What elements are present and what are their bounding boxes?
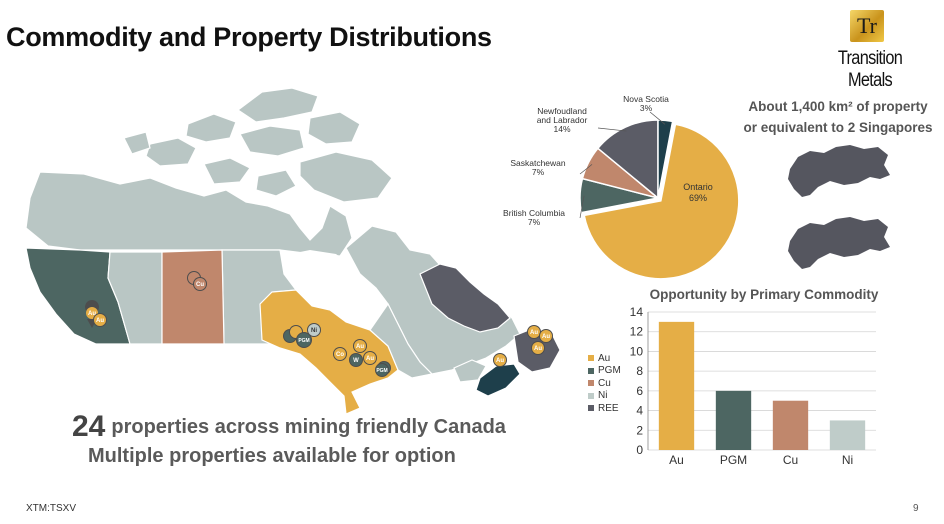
singapore-silhouette-icon bbox=[788, 217, 890, 269]
map-pin-icon[interactable]: Co bbox=[333, 347, 347, 361]
property-count: 24 bbox=[72, 410, 106, 443]
map-pin-icon[interactable]: Au bbox=[93, 313, 107, 327]
map-pin-icon[interactable]: Au bbox=[493, 353, 507, 367]
bar-ni bbox=[829, 420, 866, 450]
pie-label: Nova Scotia bbox=[623, 94, 669, 104]
pie-label-ontario: Ontario bbox=[683, 182, 713, 192]
pie-label: 7% bbox=[532, 167, 545, 177]
bar-cu bbox=[772, 400, 809, 450]
marker-label: Au bbox=[366, 356, 374, 362]
legend-item: PGM bbox=[588, 365, 621, 378]
pie-leader-line bbox=[597, 127, 627, 132]
bar-chart-legend: Au PGM Cu Ni REE bbox=[588, 352, 621, 415]
map-pin-icon[interactable]: Au bbox=[531, 341, 545, 355]
marker-label: PGM bbox=[298, 338, 309, 344]
pie-slice-ontario bbox=[583, 123, 740, 280]
pie-value-ontario: 69% bbox=[689, 193, 707, 203]
pie-label: British Columbia bbox=[503, 208, 565, 218]
property-markers: Au Au Cu PGM Ni Co bbox=[85, 271, 553, 377]
ontario-region bbox=[259, 289, 399, 415]
marker-label: Au bbox=[542, 334, 550, 340]
map-pin-icon[interactable]: Au bbox=[527, 325, 541, 339]
map-pin-icon[interactable]: Cu bbox=[193, 277, 207, 291]
pie-label: 14% bbox=[553, 124, 570, 134]
pie-slice-newfoudland-and-labrador bbox=[596, 119, 659, 200]
summary-headline-text: properties across mining friendly Canada bbox=[111, 416, 506, 438]
canada-map-graphic: Au Au Cu PGM Ni Co bbox=[25, 87, 561, 415]
y-tick-label: 0 bbox=[636, 443, 643, 457]
marker-label: Au bbox=[534, 346, 542, 352]
map-pin-icon[interactable]: Au bbox=[539, 329, 553, 343]
map-pin-icon[interactable]: Au bbox=[353, 339, 367, 353]
bar-pgm bbox=[715, 390, 752, 450]
marker-label: Au bbox=[88, 311, 96, 317]
province-pie-chart: Ontario 69% British Columbia 7% Saskatchewan… bbox=[490, 88, 750, 288]
logo-mark-icon: Tr bbox=[850, 10, 884, 42]
pie-leader-line bbox=[579, 164, 593, 175]
y-tick-label: 10 bbox=[630, 344, 644, 358]
y-tick-label: 2 bbox=[636, 423, 643, 437]
quebec-southern bbox=[369, 302, 434, 379]
marker-label: Au bbox=[496, 358, 504, 364]
maritimes-region bbox=[453, 359, 487, 383]
y-tick-label: 12 bbox=[630, 325, 644, 339]
bar-chart-title: Opportunity by Primary Commodity bbox=[649, 287, 879, 302]
y-tick-label: 6 bbox=[636, 384, 643, 398]
bar-chart-svg: 0 2 4 6 8 10 12 14 Au PGM Cu Ni bbox=[630, 305, 876, 467]
y-tick-label: 8 bbox=[636, 364, 643, 378]
legend-item: Cu bbox=[588, 377, 621, 390]
pie-leader-line bbox=[649, 111, 666, 125]
pie-label: Saskatchewan bbox=[510, 158, 566, 168]
singapore-silhouettes bbox=[784, 135, 896, 285]
marker-label: Au bbox=[530, 330, 538, 336]
legend-item: Au bbox=[588, 352, 621, 365]
x-tick-label: PGM bbox=[720, 453, 747, 467]
singapore-silhouette-icon bbox=[788, 145, 890, 197]
area-note-line1: About 1,400 km² of property bbox=[748, 99, 928, 114]
logo-wordmark: Transition Metals bbox=[837, 48, 903, 91]
summary-headline: 24 properties across mining friendly Cana… bbox=[72, 410, 506, 444]
map-pin-icon[interactable]: PGM bbox=[296, 332, 312, 348]
page-title: Commodity and Property Distributions bbox=[6, 22, 492, 52]
pie-label: and Labrador bbox=[537, 115, 588, 125]
marker-label: Ni bbox=[311, 328, 317, 334]
legend-item: REE bbox=[588, 402, 621, 415]
marker-label: Au bbox=[356, 344, 364, 350]
y-tick-label: 4 bbox=[636, 404, 643, 418]
newfoundland-labrador-region bbox=[419, 263, 511, 333]
hudson-bay bbox=[280, 250, 356, 308]
marker-label: Au bbox=[96, 318, 104, 324]
marker-label: Co bbox=[336, 352, 344, 358]
map-pin-icon[interactable]: Au bbox=[363, 351, 377, 365]
area-note-line2: or equivalent to 2 Singapores bbox=[743, 120, 933, 135]
marker-label: PGM bbox=[376, 368, 387, 374]
x-tick-label: Cu bbox=[783, 453, 798, 467]
map-pin-icon[interactable]: Ni bbox=[307, 323, 321, 337]
bar-au bbox=[658, 321, 695, 450]
legend-item: Ni bbox=[588, 390, 621, 403]
y-tick-label: 14 bbox=[630, 305, 644, 319]
arctic-islands bbox=[123, 87, 393, 203]
pie-label: Newfoudland bbox=[537, 106, 587, 116]
summary-subline: Multiple properties available for option bbox=[88, 445, 456, 467]
map-pin-icon[interactable]: W bbox=[349, 353, 363, 367]
pie-leader-line bbox=[579, 195, 585, 219]
company-logo: Tr Transition Metals bbox=[806, 10, 934, 91]
northern-territories bbox=[25, 171, 353, 257]
pie-label: 7% bbox=[528, 217, 541, 227]
pie-label: 3% bbox=[640, 103, 653, 113]
pie-slice-nova-scotia bbox=[657, 119, 674, 199]
marker-label: W bbox=[353, 358, 359, 364]
area-note: About 1,400 km² of property or equivalen… bbox=[738, 96, 938, 138]
x-tick-label: Au bbox=[669, 453, 684, 467]
saskatchewan-region bbox=[161, 249, 225, 345]
canada-map: Au Au Cu PGM Ni Co bbox=[0, 78, 580, 428]
x-tick-label: Ni bbox=[842, 453, 853, 467]
ticker-footer: XTM:TSXV bbox=[26, 503, 77, 514]
map-pin-icon[interactable]: PGM bbox=[375, 363, 389, 377]
page-number: 9 bbox=[913, 503, 919, 514]
marker-label: Cu bbox=[196, 282, 204, 288]
commodity-bar-chart: 0 2 4 6 8 10 12 14 Au PGM Cu Ni bbox=[576, 302, 886, 472]
